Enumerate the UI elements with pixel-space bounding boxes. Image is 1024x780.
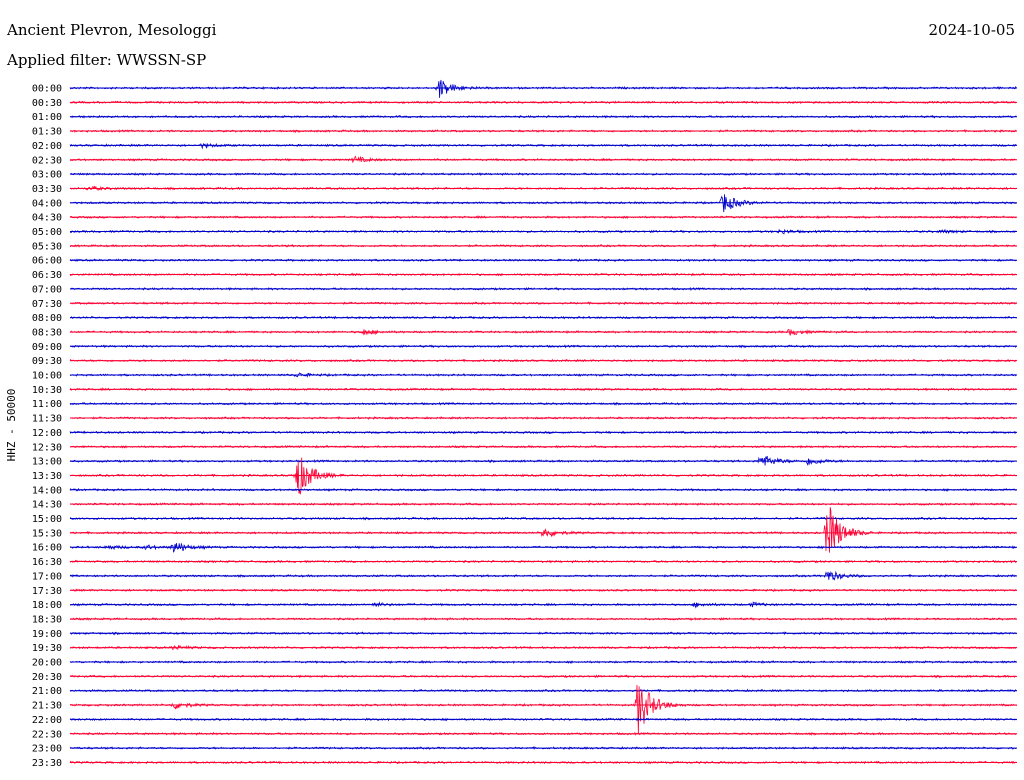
time-tick-label: 13:30 bbox=[32, 471, 62, 482]
time-tick-label: 23:30 bbox=[32, 758, 62, 769]
time-tick-label: 11:00 bbox=[32, 399, 62, 410]
time-tick-label: 02:00 bbox=[32, 141, 62, 152]
seismic-trace-0000 bbox=[69, 79, 1017, 98]
station-title: Ancient Plevron, Mesologgi bbox=[7, 21, 217, 39]
time-tick-label: 15:00 bbox=[32, 514, 62, 525]
time-tick-label: 00:30 bbox=[32, 98, 62, 109]
time-tick-label: 01:00 bbox=[32, 112, 62, 123]
time-tick-label: 05:30 bbox=[32, 241, 62, 252]
time-tick-label: 17:30 bbox=[32, 586, 62, 597]
time-tick-label: 18:00 bbox=[32, 600, 62, 611]
y-axis-label: HHZ - 50000 bbox=[5, 389, 18, 462]
time-tick-label: 15:30 bbox=[32, 528, 62, 539]
time-tick-label: 19:00 bbox=[32, 629, 62, 640]
time-tick-label: 14:00 bbox=[32, 485, 62, 496]
time-tick-label: 02:30 bbox=[32, 155, 62, 166]
time-tick-label: 04:00 bbox=[32, 198, 62, 209]
time-tick-label: 20:00 bbox=[32, 658, 62, 669]
time-tick-label: 07:30 bbox=[32, 299, 62, 310]
time-tick-label: 04:30 bbox=[32, 213, 62, 224]
time-tick-label: 21:00 bbox=[32, 686, 62, 697]
time-tick-label: 18:30 bbox=[32, 614, 62, 625]
date-label: 2024-10-05 bbox=[928, 21, 1015, 39]
time-tick-label: 08:30 bbox=[32, 327, 62, 338]
time-tick-label: 00:00 bbox=[32, 84, 62, 95]
time-tick-label: 10:00 bbox=[32, 371, 62, 382]
time-tick-label: 08:00 bbox=[32, 313, 62, 324]
time-tick-label: 23:00 bbox=[32, 744, 62, 755]
filter-label: Applied filter: WWSSN-SP bbox=[7, 51, 207, 69]
time-tick-label: 09:30 bbox=[32, 356, 62, 367]
time-tick-label: 06:00 bbox=[32, 256, 62, 267]
time-tick-label: 11:30 bbox=[32, 414, 62, 425]
time-tick-label: 14:30 bbox=[32, 500, 62, 511]
time-tick-label: 12:30 bbox=[32, 442, 62, 453]
time-tick-label: 16:30 bbox=[32, 557, 62, 568]
time-tick-label: 21:30 bbox=[32, 701, 62, 712]
time-tick-label: 10:30 bbox=[32, 385, 62, 396]
time-tick-label: 03:00 bbox=[32, 170, 62, 181]
time-tick-label: 19:30 bbox=[32, 643, 62, 654]
time-tick-label: 09:00 bbox=[32, 342, 62, 353]
time-tick-label: 17:00 bbox=[32, 571, 62, 582]
seismic-trace-2130 bbox=[69, 684, 1017, 735]
time-tick-label: 22:30 bbox=[32, 729, 62, 740]
time-tick-label: 13:00 bbox=[32, 457, 62, 468]
time-tick-label: 16:00 bbox=[32, 543, 62, 554]
time-tick-label: 07:00 bbox=[32, 284, 62, 295]
time-tick-label: 03:30 bbox=[32, 184, 62, 195]
time-tick-label: 05:00 bbox=[32, 227, 62, 238]
time-tick-label: 20:30 bbox=[32, 672, 62, 683]
time-tick-label: 06:30 bbox=[32, 270, 62, 281]
seismic-trace-1530 bbox=[69, 507, 1017, 553]
time-tick-label: 12:00 bbox=[32, 428, 62, 439]
time-tick-label: 22:00 bbox=[32, 715, 62, 726]
time-tick-label: 01:30 bbox=[32, 127, 62, 138]
